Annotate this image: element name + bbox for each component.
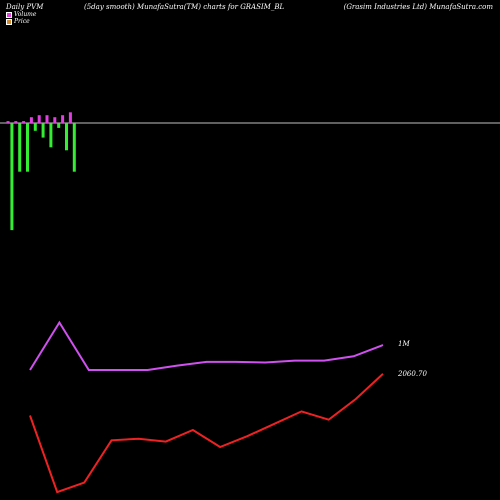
pvm-bar-negative [10, 123, 14, 231]
legend-item-price: Price [6, 18, 30, 25]
pvm-bar-negative [33, 123, 37, 131]
chart-title: (5day smooth) MunafaSutra(TM) charts for… [84, 3, 285, 11]
pvm-bar-positive [61, 115, 65, 123]
legend-item-volume: Volume [6, 11, 36, 18]
legend-swatch-price [6, 18, 12, 25]
pvm-bar-negative [18, 123, 22, 172]
pvm-bar-positive [22, 121, 26, 123]
pvm-bar-positive [68, 112, 72, 123]
pvm-bar-positive [37, 115, 41, 123]
pvm-bar-positive [6, 121, 10, 123]
price-series-line [29, 373, 384, 494]
pvm-bar-negative [26, 123, 29, 172]
volume-series-label: 1M [398, 340, 410, 348]
pvm-bar-positive [29, 117, 33, 123]
header-right-title: (Grasim Industries Ltd) MunafaSutra.com [343, 3, 493, 11]
pvm-bar-positive [45, 115, 49, 123]
header-left-title: Daily PVM [6, 3, 44, 11]
pvm-bar-negative [49, 123, 53, 148]
pvm-bars-group [6, 112, 76, 231]
legend-label-volume: Volume [14, 11, 37, 18]
pvm-bar-negative [65, 123, 68, 151]
pvm-bar-positive [53, 117, 57, 123]
pvm-bar-negative [57, 123, 61, 128]
legend-label-price: Price [14, 18, 30, 25]
pvm-bar-positive [14, 121, 18, 123]
volume-series-line [29, 320, 384, 371]
legend-swatch-volume [6, 11, 12, 18]
pvm-bar-negative [41, 123, 45, 138]
price-series-label: 2060.70 [397, 370, 427, 378]
pvm-bar-negative [72, 123, 76, 172]
